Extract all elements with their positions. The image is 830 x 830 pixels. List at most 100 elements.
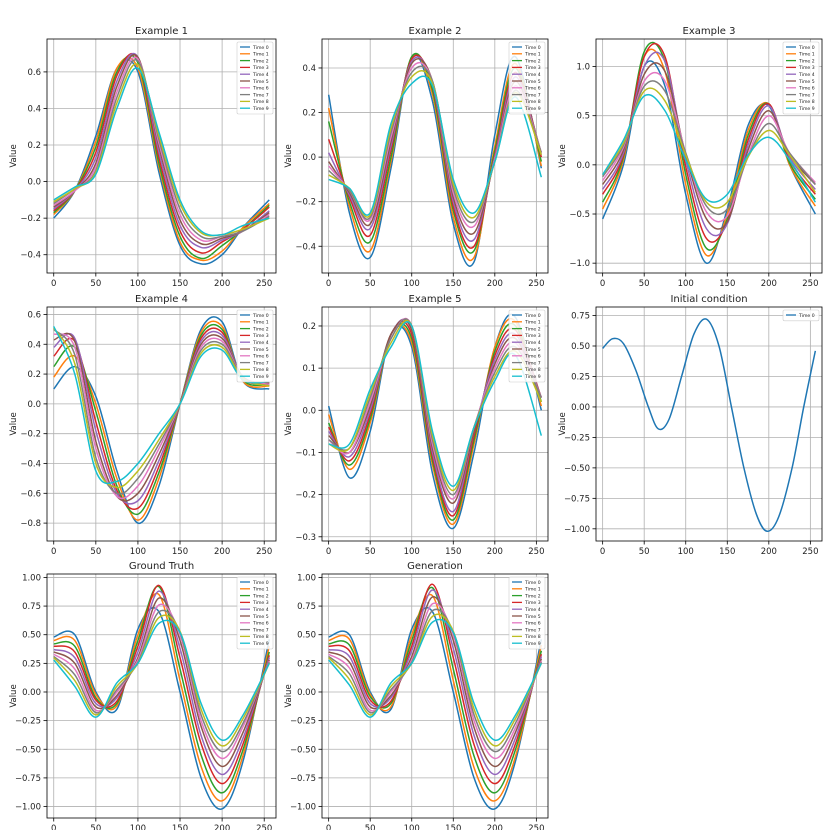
legend-label: Time 8	[252, 634, 269, 640]
legend-label: Time 4	[524, 72, 541, 78]
series-line-time-5	[53, 597, 270, 768]
series-group	[53, 52, 270, 265]
series-line-time-3	[601, 42, 816, 243]
panel-title: Example 3	[683, 26, 736, 37]
y-tick-label: −0.25	[564, 433, 590, 443]
series-line-time-4	[328, 318, 543, 513]
y-tick-label: 0.0	[27, 178, 41, 188]
legend-label: Time 6	[252, 354, 269, 360]
series-line-time-4	[328, 589, 543, 776]
axes-frame	[46, 573, 277, 819]
panel-title: Example 5	[409, 294, 462, 305]
x-tick-label: 200	[487, 547, 503, 557]
x-tick-label: 250	[802, 279, 818, 289]
legend-label: Time 9	[524, 641, 541, 647]
legend-label: Time 6	[524, 621, 541, 627]
series-line-time-0	[53, 316, 270, 524]
series-line-time-6	[53, 333, 270, 500]
series-line-time-1	[53, 56, 270, 262]
y-axis-label: Value	[9, 412, 19, 435]
y-tick-label: 1.00	[297, 573, 316, 583]
series-line-time-5	[53, 332, 270, 502]
y-tick-label: 1.00	[22, 573, 41, 583]
legend-label: Time 7	[252, 92, 269, 98]
x-tick-label: 50	[639, 279, 650, 289]
y-tick-label: −0.3	[295, 533, 316, 543]
legend-label: Time 5	[524, 614, 541, 620]
x-tick-label: 0	[326, 824, 331, 830]
y-tick-label: −0.6	[20, 489, 41, 499]
series-line-time-4	[53, 52, 270, 249]
legend-label: Time 7	[524, 92, 541, 98]
y-tick-label: 0.25	[22, 659, 41, 669]
legend-label: Time 2	[798, 58, 815, 64]
series-line-time-9	[53, 619, 270, 741]
y-tick-label: 0.1	[302, 364, 316, 374]
series-line-time-1	[53, 320, 270, 521]
y-tick-label: −0.5	[569, 210, 590, 220]
y-tick-label: 0.2	[27, 141, 41, 151]
legend-label: Time 0	[798, 313, 815, 319]
y-tick-label: 0.2	[302, 322, 316, 332]
y-axis-label: Value	[284, 144, 294, 167]
legend-label: Time 8	[524, 634, 541, 640]
y-tick-label: −0.2	[295, 491, 316, 501]
x-tick-label: 250	[256, 279, 272, 289]
series-line-time-3	[327, 321, 543, 517]
y-axis-label: Value	[284, 684, 294, 707]
y-tick-label: 0.0	[302, 153, 316, 163]
y-tick-label: 0.50	[297, 631, 316, 641]
series-line-time-4	[601, 51, 816, 237]
legend-label: Time 4	[798, 72, 815, 78]
y-tick-label: −0.4	[20, 459, 41, 469]
legend-label: Time 6	[524, 86, 541, 92]
series-line-time-7	[53, 58, 270, 240]
series-line-time-5	[53, 54, 270, 246]
legend-label: Time 3	[252, 333, 269, 339]
series-line-time-9	[602, 94, 816, 203]
legend-label: Time 6	[798, 86, 815, 92]
x-tick-label: 100	[130, 279, 146, 289]
x-tick-label: 150	[172, 279, 188, 289]
legend-label: Time 2	[524, 593, 541, 599]
axes-frame	[321, 306, 549, 542]
x-tick-label: 200	[487, 279, 503, 289]
legend-label: Time 8	[524, 367, 541, 373]
y-tick-label: 0.6	[27, 68, 41, 78]
legend-label: Time 3	[252, 65, 269, 71]
x-tick-label: 50	[639, 547, 650, 557]
x-tick-label: 100	[130, 824, 146, 830]
legend-box	[782, 309, 820, 322]
series-line-time-3	[53, 52, 270, 254]
x-tick-label: 100	[404, 824, 420, 830]
legend-label: Time 0	[252, 580, 269, 586]
x-tick-label: 150	[172, 547, 188, 557]
y-tick-label: −0.75	[290, 774, 316, 784]
y-tick-label: −0.2	[20, 214, 41, 224]
series-line-time-8	[53, 614, 270, 747]
x-tick-label: 250	[802, 547, 818, 557]
x-tick-label: 250	[528, 547, 544, 557]
x-tick-label: 250	[256, 547, 272, 557]
y-tick-label: 0.2	[27, 370, 41, 380]
panel-6: 0 50 100 150 200 250 −1.00 −0.75 −0.50 −0.25 0.00 0…	[558, 294, 823, 557]
y-tick-label: −0.25	[290, 717, 316, 727]
legend-label: Time 4	[252, 72, 269, 78]
series-line-time-8	[53, 327, 270, 489]
y-tick-label: −0.8	[20, 519, 41, 529]
x-tick-label: 150	[445, 547, 461, 557]
series-line-time-1	[328, 593, 543, 802]
panel-1: 0 50 100 150 200 250 −0.4 −0.2 0.0 0.2 0.4 0.6 Examp…	[9, 26, 277, 289]
legend-label: Time 2	[252, 326, 269, 332]
series-line-time-9	[328, 321, 543, 487]
legend-label: Time 0	[524, 580, 541, 586]
series-line-time-6	[328, 318, 543, 500]
y-tick-label: 0.0	[576, 161, 590, 171]
x-tick-label: 50	[365, 547, 376, 557]
x-tick-label: 0	[326, 547, 331, 557]
legend-label: Time 3	[798, 65, 815, 71]
panel-4: 0 50 100 150 200 250 −0.8 −0.6 −0.4 −0.2 0.0 0.2 0.4…	[9, 294, 277, 557]
